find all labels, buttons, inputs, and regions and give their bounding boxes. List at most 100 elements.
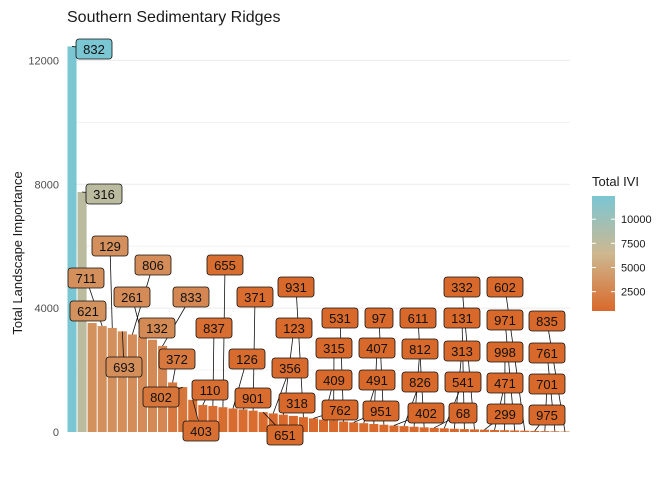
bar-label: 371	[236, 286, 274, 308]
bar-label: 97	[364, 307, 394, 329]
bar	[208, 405, 218, 432]
bar-label: 701	[528, 373, 566, 395]
bar-labels: 832 316 621 711 129 693 806 261 132 833 372 802 403 1…	[67, 38, 566, 446]
bar-label: 403	[182, 420, 220, 442]
bar-label-text: 833	[180, 290, 202, 305]
bar	[540, 431, 550, 432]
bar-label-box	[528, 404, 566, 426]
bar-label: 407	[358, 337, 396, 359]
bar-label: 299	[486, 403, 524, 425]
bar	[298, 417, 308, 432]
bar	[359, 423, 369, 432]
bar	[107, 327, 117, 432]
bar	[147, 339, 158, 432]
bar-label: 313	[443, 340, 481, 362]
bar-label-text: 371	[244, 290, 266, 305]
bar-label-box	[69, 300, 107, 322]
bar-label: 316	[85, 183, 123, 205]
bar-label: 372	[158, 348, 196, 370]
bar-label-text: 97	[372, 311, 386, 326]
bar	[117, 331, 127, 432]
bar	[67, 46, 77, 433]
legend-tick-label: 2500	[621, 287, 645, 299]
bar-label: 651	[266, 424, 304, 446]
bar-label-text: 802	[150, 390, 172, 405]
bar-label: 356	[271, 357, 309, 379]
bar-label: 655	[206, 254, 244, 276]
bar-label: 998	[486, 341, 524, 363]
bar-label-box	[191, 379, 229, 401]
bar-label-box	[407, 402, 445, 424]
bar-label: 402	[407, 402, 445, 424]
bar-label-text: 372	[166, 352, 188, 367]
bar-label-box	[443, 340, 481, 362]
bar	[520, 430, 530, 432]
legend-tick-label: 7500	[621, 238, 645, 250]
bar-label-box	[358, 337, 396, 359]
bar-label: 129	[91, 235, 129, 257]
bar-label-text: 812	[409, 342, 431, 357]
bar-label-box	[486, 341, 524, 363]
bar-label-text: 110	[200, 383, 221, 398]
bar-label: 131	[443, 307, 481, 329]
bar-label-text: 409	[323, 373, 345, 388]
bar-label-box	[486, 372, 524, 394]
y-axis: 0 4000 8000 12000	[28, 55, 59, 439]
bar-label-box	[444, 371, 482, 393]
bar-label-text: 602	[494, 280, 516, 295]
legend-tick-label: 5000	[621, 263, 645, 275]
bar-label-box	[234, 387, 272, 409]
bar-label-text: 68	[456, 406, 470, 421]
bar	[228, 408, 238, 432]
bar-label-box	[275, 317, 313, 339]
legend: Total IVI 2500 5000 7500 10000	[592, 174, 652, 311]
bar-label-box	[443, 307, 481, 329]
bar-label: 711	[67, 267, 105, 289]
bar	[188, 399, 198, 432]
bar	[308, 418, 318, 432]
bar-label: 826	[401, 371, 439, 393]
bar-label-text: 541	[452, 375, 474, 390]
bar	[439, 428, 449, 432]
bar-label-text: 832	[83, 42, 105, 57]
bar-label-box	[399, 307, 437, 329]
bar-label-box	[195, 317, 233, 339]
bar-label: 901	[234, 387, 272, 409]
bar	[449, 428, 459, 432]
bar-label-box	[105, 356, 143, 378]
bar-label-box	[364, 307, 394, 329]
bar-label-box	[228, 348, 266, 370]
bar-label-text: 971	[494, 313, 516, 328]
bar-label-box	[172, 286, 210, 308]
bar-label-text: 316	[93, 187, 115, 202]
bar-label-box	[321, 399, 359, 421]
bar-label-text: 611	[408, 311, 429, 326]
bar-label-text: 491	[366, 373, 388, 388]
bar-label-box	[315, 337, 353, 359]
bar	[429, 427, 439, 432]
bar-label-box	[321, 307, 359, 329]
bar-label: 762	[321, 399, 359, 421]
bar	[409, 426, 419, 432]
bar-label-box	[358, 369, 396, 391]
bar-label: 806	[134, 254, 172, 276]
bar-label-box	[528, 342, 566, 364]
bar-label-text: 131	[451, 311, 473, 326]
bar-label-box	[528, 310, 566, 332]
legend-ticks: 2500 5000 7500 10000	[592, 214, 652, 299]
bar	[288, 415, 298, 432]
bar-label: 531	[321, 307, 359, 329]
bar-label-text: 132	[146, 321, 168, 336]
bar	[379, 424, 389, 432]
bar-label-box	[443, 276, 481, 298]
bar-label: 802	[142, 386, 180, 408]
bar-label: 126	[228, 348, 266, 370]
bar-label: 315	[315, 337, 353, 359]
bar	[550, 431, 560, 432]
bar	[178, 387, 188, 432]
bar-label-box	[278, 392, 316, 414]
bar	[490, 429, 500, 432]
bar-label-text: 761	[536, 346, 558, 361]
bar-label-text: 531	[329, 311, 351, 326]
bar-label-text: 621	[77, 304, 99, 319]
